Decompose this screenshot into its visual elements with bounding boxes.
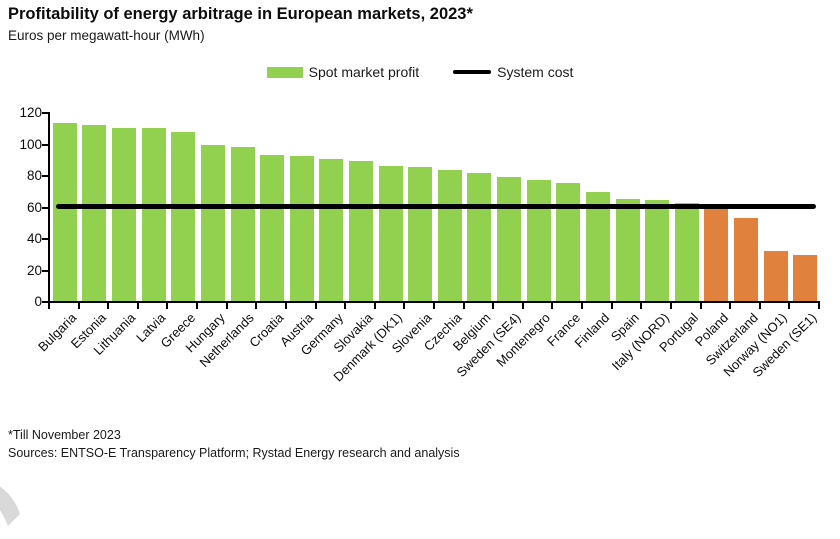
x-axis-tick (758, 303, 761, 309)
bar-lithuania (112, 127, 137, 301)
x-axis-tick (433, 303, 435, 309)
y-axis-tick-label: 60 (26, 199, 42, 215)
x-axis-tick (48, 303, 50, 309)
bar-czechia (437, 170, 462, 301)
y-axis-tick-label: 20 (26, 262, 42, 278)
x-axis-tick (788, 303, 791, 309)
x-axis-tick (107, 303, 110, 309)
y-axis-tick (42, 269, 48, 272)
legend-item-system-cost: System cost (453, 64, 573, 80)
x-axis-tick (492, 303, 495, 309)
legend: Spot market profit System cost (0, 64, 840, 80)
legend-item-spot-profit: Spot market profit (266, 64, 420, 80)
legend-system-label: System cost (497, 64, 574, 80)
bar-portugal (674, 203, 699, 301)
bar-france (556, 182, 581, 301)
bar-hungary (200, 145, 225, 301)
x-axis-tick (314, 303, 317, 309)
y-axis-tick (42, 175, 48, 177)
bar-slovenia (408, 167, 433, 301)
bar-spain (615, 198, 640, 301)
x-label-bulgaria: Bulgaria (35, 310, 80, 355)
x-axis-tick (344, 303, 347, 309)
x-axis-tick (373, 303, 376, 309)
x-axis-tick (225, 303, 228, 309)
x-axis-tick (521, 303, 524, 309)
x-axis-tick (255, 303, 258, 309)
bar-slovakia (348, 160, 373, 301)
y-axis-tick-label: 80 (26, 168, 42, 183)
corner-watermark-swoosh (0, 486, 20, 526)
bar-latvia (141, 127, 166, 301)
x-axis-tick (77, 303, 80, 309)
bar-norway-no1 (763, 250, 788, 301)
x-axis-line (48, 301, 820, 303)
x-axis-tick (551, 303, 554, 309)
bar-denmark-dk1 (378, 165, 403, 301)
x-axis-tick (640, 303, 643, 309)
bar-estonia (82, 124, 107, 301)
bar-netherlands (230, 146, 255, 301)
x-axis-tick (669, 303, 672, 309)
y-axis-tick-label: 100 (19, 136, 42, 152)
y-axis-tick (42, 301, 48, 303)
bar-finland (585, 192, 610, 301)
bar-austria (289, 156, 314, 301)
y-axis-tick (42, 112, 48, 114)
bar-greece (171, 132, 196, 301)
x-axis-tick (729, 303, 732, 309)
y-axis-tick-label: 120 (19, 105, 42, 120)
system-cost-line (56, 204, 816, 209)
x-axis-tick (462, 303, 465, 309)
bar-belgium (467, 173, 492, 301)
system-cost-line-icon (453, 70, 492, 74)
bar-sweden-se1 (793, 255, 818, 301)
chart-sources: Sources: ENTSO-E Transparency Platform; … (8, 446, 460, 460)
y-axis-line (48, 112, 50, 301)
bar-sweden-se4 (497, 176, 522, 301)
y-axis-tick (42, 206, 48, 209)
bar-montenegro (526, 179, 551, 301)
y-axis-tick-label: 0 (34, 294, 42, 309)
x-axis-tick (699, 303, 702, 309)
legend-spot-label: Spot market profit (308, 64, 420, 80)
x-axis-tick (284, 303, 287, 309)
x-axis-tick (196, 303, 199, 309)
bar-switzerland (733, 217, 758, 301)
bar-germany (319, 159, 344, 301)
y-axis-tick-label: 40 (26, 231, 42, 246)
y-axis-tick (42, 143, 48, 146)
x-axis-tick (610, 303, 613, 309)
chart-title: Profitability of energy arbitrage in Eur… (8, 5, 473, 23)
x-axis-tick (581, 303, 584, 309)
x-axis-tick (136, 303, 139, 309)
bar-croatia (260, 154, 285, 301)
x-axis-tick (166, 303, 169, 309)
bar-bulgaria (52, 123, 77, 301)
x-axis-tick (403, 303, 406, 309)
y-axis-tick (42, 238, 48, 240)
chart-subtitle: Euros per megawatt-hour (MWh) (8, 28, 205, 43)
bar-poland (704, 208, 729, 301)
chart-footnote: *Till November 2023 (8, 428, 121, 442)
x-axis-tick (818, 303, 820, 309)
spot-profit-swatch-icon (266, 66, 303, 78)
bar-italy-nord (645, 200, 670, 301)
